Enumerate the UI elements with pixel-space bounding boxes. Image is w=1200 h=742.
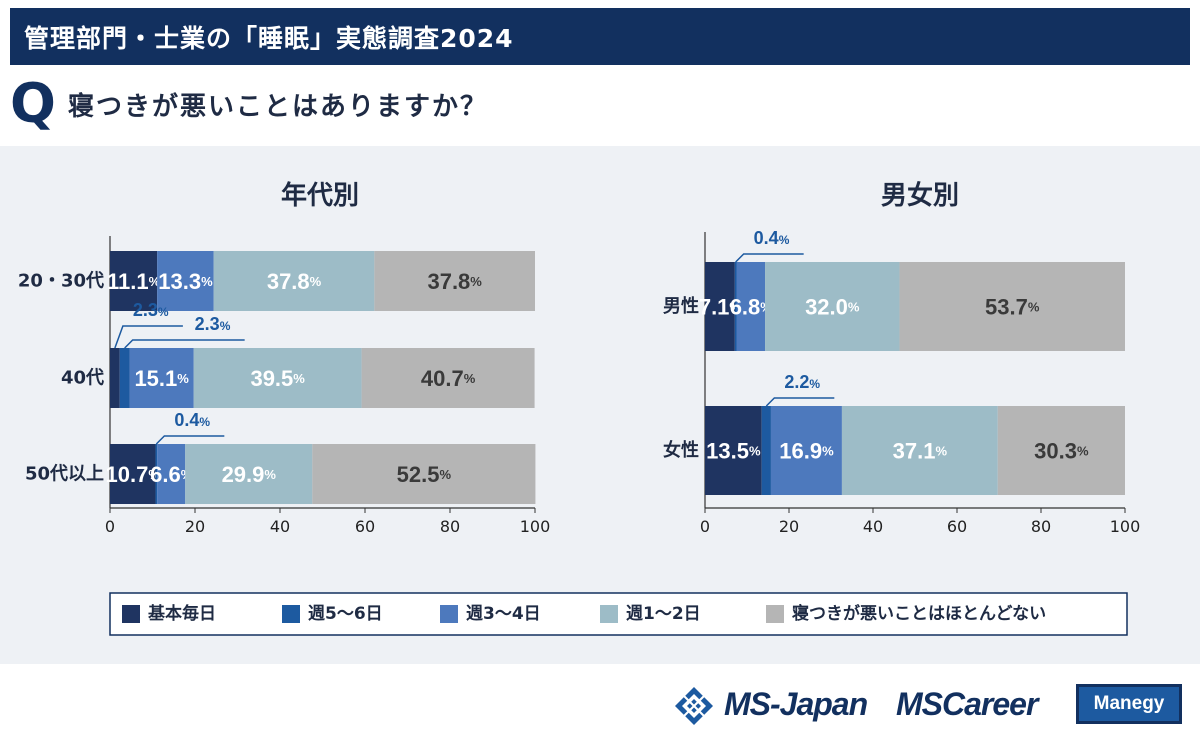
bar-0-2-4 (312, 444, 536, 504)
legend-label-4: 寝つきが悪いことはほとんどない (792, 603, 1046, 624)
bar-0-2-2 (157, 444, 186, 504)
bar-label-0-0-3: 37.8% (267, 269, 322, 294)
legend-label-3: 週1〜2日 (626, 604, 701, 624)
bar-0-1-3 (193, 348, 362, 408)
bar-label-1-0-4: 53.7% (985, 294, 1040, 319)
annotation-leader-0-2-0 (155, 435, 225, 445)
x-tick-label-0-1: 20 (185, 517, 205, 536)
bar-0-2-0 (110, 444, 156, 504)
category-label-0-2: 50代以上 (25, 464, 104, 485)
bar-label-0-1-4: 40.7% (421, 366, 476, 391)
x-tick-label-0-2: 40 (270, 517, 290, 536)
bar-label-0-0-2: 13.3% (158, 269, 213, 294)
legend-label-2: 週3〜4日 (466, 604, 541, 624)
x-tick-label-0-0: 0 (105, 517, 115, 536)
bar-1-0-3 (765, 262, 900, 351)
bar-label-1-1-0: 13.5% (706, 438, 761, 463)
chart-title-1: 男女別 (881, 180, 959, 211)
annotation-leader-0-1-0 (114, 325, 183, 349)
annotation-label-0-1-1: 2.3% (195, 314, 231, 334)
category-label-1-1: 女性 (663, 439, 699, 461)
ms-japan-logo: MS-Japan (724, 686, 868, 722)
bar-label-1-0-3: 32.0% (805, 294, 860, 319)
bar-label-0-2-4: 52.5% (397, 462, 452, 487)
bar-1-1-0 (705, 406, 762, 495)
annotation-label-1-1-0: 2.2% (784, 372, 820, 392)
x-tick-label-1-1: 20 (779, 517, 799, 536)
bar-1-0-0 (705, 262, 735, 351)
mscareer-logo: MSCareer (896, 686, 1038, 722)
x-tick-label-0-3: 60 (355, 517, 375, 536)
bar-label-1-1-2: 16.9% (779, 438, 834, 463)
legend-swatch-2 (440, 605, 458, 623)
bar-label-1-1-4: 30.3% (1034, 438, 1089, 463)
bar-0-1-2 (129, 348, 194, 408)
annotation-label-0-2-0: 0.4% (174, 410, 210, 430)
x-tick-label-1-2: 40 (863, 517, 883, 536)
x-tick-label-1-0: 0 (700, 517, 710, 536)
legend-label-1: 週5〜6日 (308, 604, 383, 624)
legend-swatch-0 (122, 605, 140, 623)
bar-1-1-3 (841, 406, 998, 495)
x-tick-label-1-5: 100 (1110, 517, 1141, 536)
category-label-0-0: 20・30代 (18, 271, 104, 292)
bar-label-0-1-2: 15.1% (134, 366, 189, 391)
bar-0-0-0 (110, 251, 158, 311)
legend-swatch-4 (766, 605, 784, 623)
manegy-logo: Manegy (1076, 684, 1182, 724)
bar-label-0-0-0: 11.1% (107, 269, 161, 294)
bar-label-0-2-3: 29.9% (222, 462, 277, 487)
annotation-leader-1-0-0 (735, 253, 804, 263)
bar-0-1-0 (110, 348, 120, 408)
bar-1-1-4 (997, 406, 1125, 495)
annotation-leader-1-1-0 (765, 397, 835, 407)
footer: MS-Japan MSCareer Manegy (0, 664, 1200, 742)
category-label-0-1: 40代 (61, 368, 104, 389)
chart-panel: 年代別 0 20 40 60 80 100 20・30代 11.1% 13.3% 37.8% 37.8… (0, 146, 1200, 664)
question-row: Q 寝つきが悪いことはありますか？ (10, 74, 488, 134)
bar-0-1-4 (361, 348, 535, 408)
bar-0-2-3 (185, 444, 313, 504)
chart-title-0: 年代別 (281, 180, 359, 211)
bar-1-1-1 (761, 406, 771, 495)
bar-0-0-3 (213, 251, 375, 311)
question-text: 寝つきが悪いことはありますか？ (68, 91, 489, 122)
bar-0-0-4 (374, 251, 535, 311)
x-tick-label-1-3: 60 (947, 517, 967, 536)
page-title: 管理部門・士業の「睡眠」実態調査2024 (24, 23, 514, 53)
annotation-label-0-1-0: 2.3% (133, 300, 169, 320)
legend-box (109, 592, 1128, 636)
category-label-1-0: 男性 (663, 295, 699, 317)
ms-japan-logo-icon (675, 687, 713, 725)
bar-0-2-1 (155, 444, 158, 504)
question-mark: Q (10, 72, 56, 135)
bar-1-1-2 (770, 406, 842, 495)
x-tick-label-1-4: 80 (1031, 517, 1051, 536)
bar-label-1-1-3: 37.1% (893, 438, 948, 463)
bar-1-0-4 (899, 262, 1125, 351)
title-bar: 管理部門・士業の「睡眠」実態調査2024 (10, 8, 1190, 65)
annotation-leader-0-1-1 (124, 339, 245, 349)
bar-label-0-0-4: 37.8% (427, 269, 482, 294)
annotation-label-1-0-0: 0.4% (754, 228, 790, 248)
chart-svg: 年代別 0 20 40 60 80 100 20・30代 11.1%13.3% 37.8% 37.8… (18, 180, 1141, 636)
legend-swatch-3 (600, 605, 618, 623)
x-tick-label-0-4: 80 (440, 517, 460, 536)
bar-0-0-2 (157, 251, 214, 311)
legend-label-0: 基本毎日 (147, 603, 216, 624)
x-tick-label-0-5: 100 (520, 517, 551, 536)
legend-swatch-1 (282, 605, 300, 623)
bar-0-1-1 (119, 348, 130, 408)
bar-label-0-1-3: 39.5% (250, 366, 305, 391)
bar-1-0-1 (734, 262, 737, 351)
bar-1-0-2 (736, 262, 766, 351)
